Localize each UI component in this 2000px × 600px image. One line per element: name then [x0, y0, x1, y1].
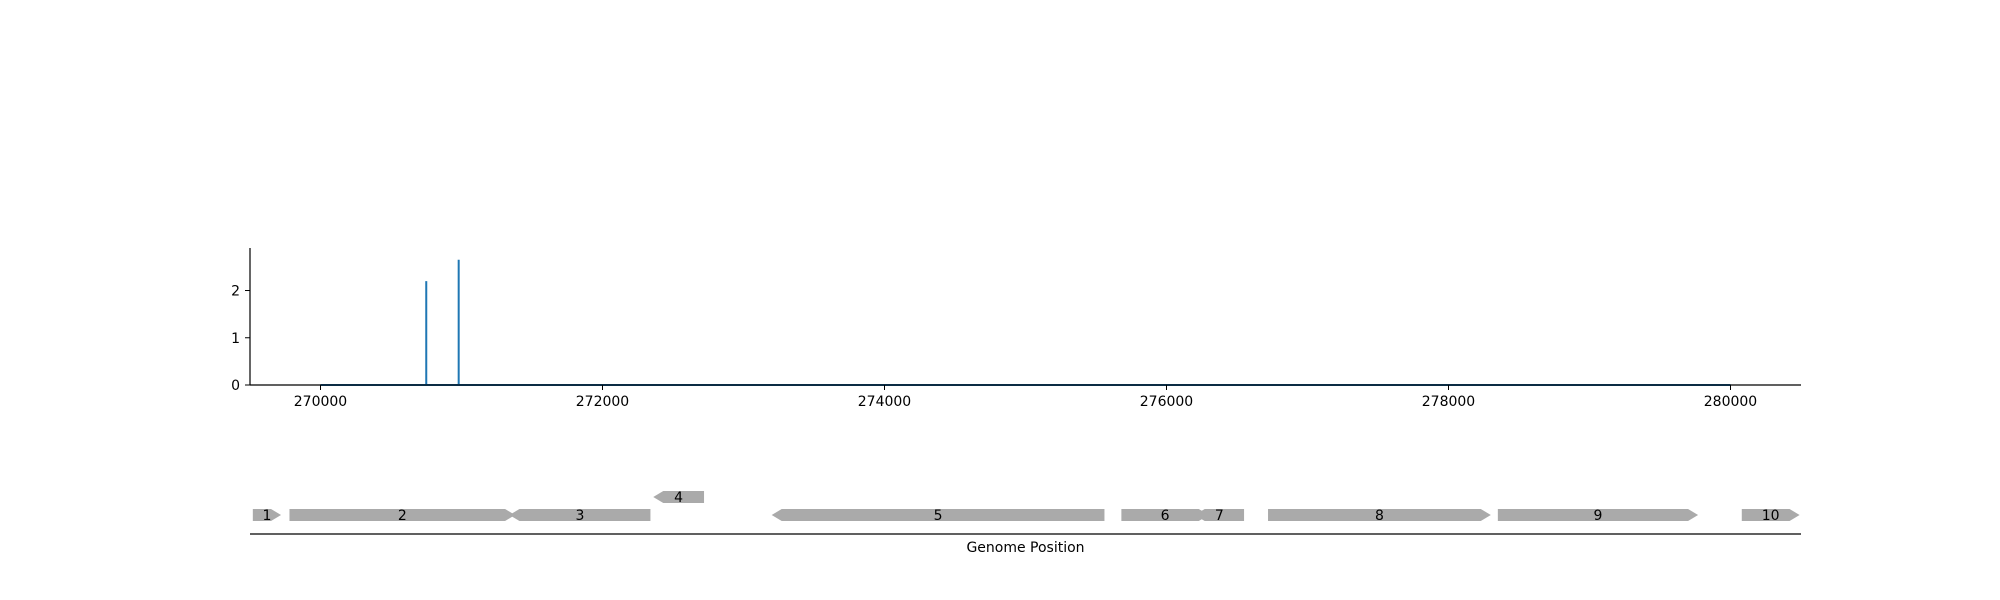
x-tick-label: 270000 — [294, 394, 347, 410]
gene-1-arrow — [252, 509, 282, 521]
gene-4-arrow — [653, 491, 705, 503]
gene-track-xlabel: Genome Position — [966, 540, 1084, 556]
y-axis-ticks: 0 1 2 — [231, 284, 250, 394]
gene-5-label: 5 — [934, 508, 943, 524]
gene-2-arrow — [289, 509, 516, 521]
x-tick-label: 274000 — [858, 394, 911, 410]
gene-7-arrow — [1194, 509, 1245, 521]
gene-8-arrow — [1268, 509, 1491, 521]
gene-2-label: 2 — [398, 508, 407, 524]
gene-9-arrow — [1497, 509, 1699, 521]
gene-10-label: 10 — [1762, 508, 1780, 524]
gene-4-label: 4 — [674, 490, 683, 506]
gene-10-arrow — [1741, 509, 1800, 521]
gene-9-label: 9 — [1593, 508, 1602, 524]
x-tick-label: 278000 — [1422, 394, 1475, 410]
gene-3-label: 3 — [575, 508, 584, 524]
gene-8-label: 8 — [1375, 508, 1384, 524]
signal-plot: 0 1 2 270000 272000 274000 276000 278000 280000 — [231, 248, 1801, 410]
signal-series-layer — [425, 259, 460, 385]
gene-track: 1 2 3 4 5 6 7 8 9 10 Genome Position — [250, 490, 1801, 556]
x-tick-label: 272000 — [576, 394, 629, 410]
genes-layer: 1 2 3 4 5 6 7 8 9 10 — [252, 490, 1800, 524]
y-tick-label: 2 — [231, 284, 240, 300]
gene-5-arrow — [771, 509, 1105, 521]
gene-6-arrow — [1121, 509, 1209, 521]
gene-3-arrow — [509, 509, 651, 521]
gene-7-label: 7 — [1215, 508, 1224, 524]
y-tick-label: 1 — [231, 331, 240, 347]
y-tick-label: 0 — [231, 378, 240, 394]
x-tick-label: 276000 — [1140, 394, 1193, 410]
x-tick-label: 280000 — [1704, 394, 1757, 410]
x-axis-ticks: 270000 272000 274000 276000 278000 280000 — [294, 385, 1757, 410]
gene-6-label: 6 — [1161, 508, 1170, 524]
gene-1-label: 1 — [262, 508, 271, 524]
